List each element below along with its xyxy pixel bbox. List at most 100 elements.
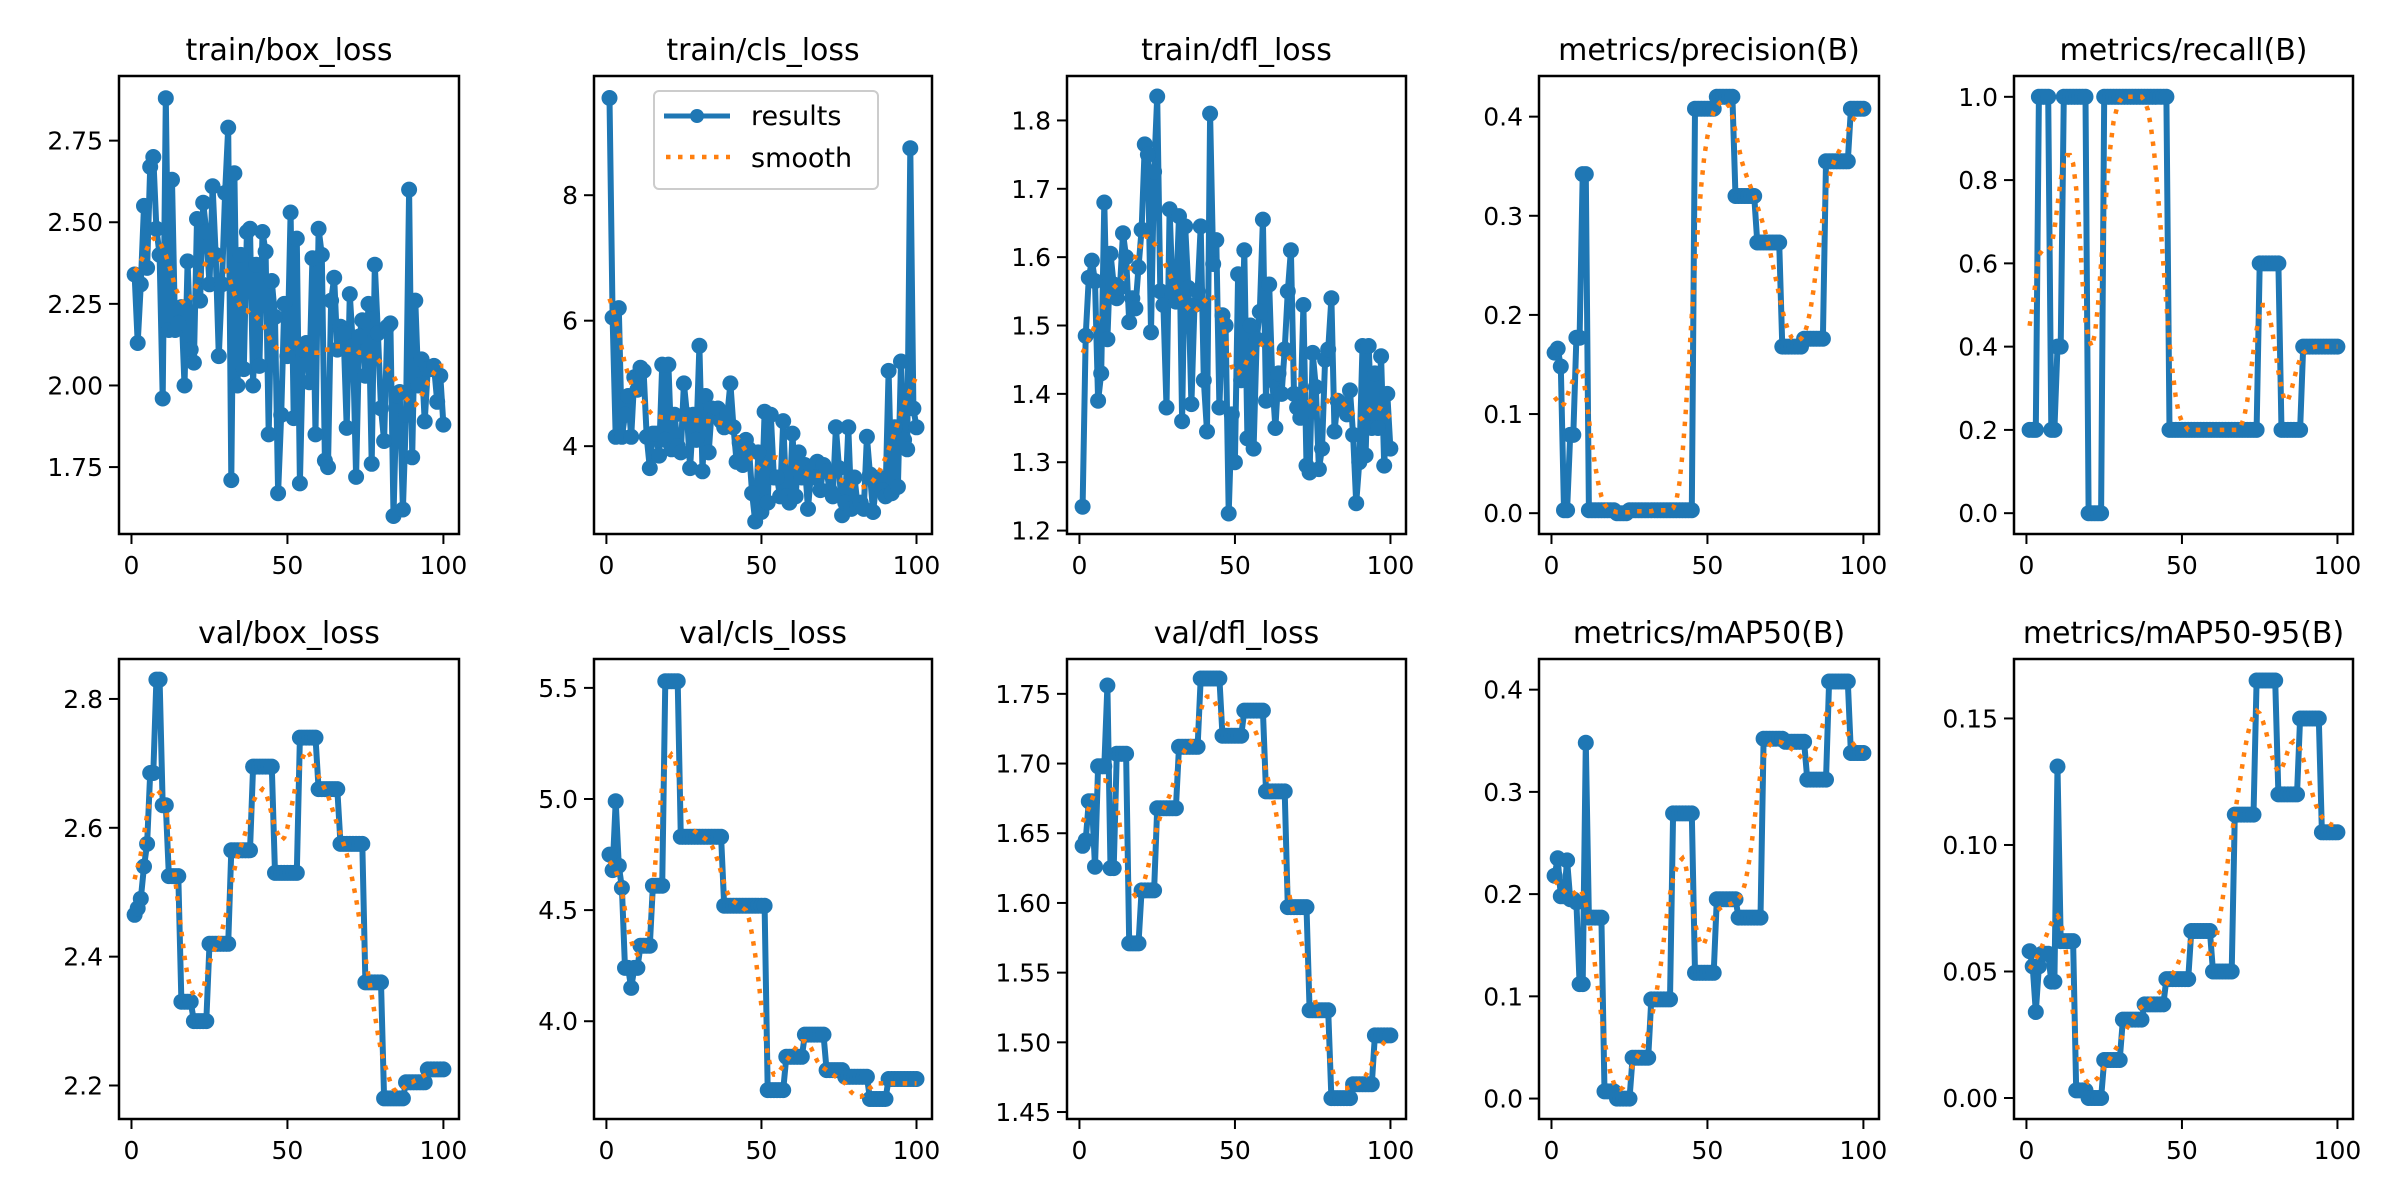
results-point [357, 367, 374, 384]
results-point [151, 246, 168, 263]
results-point [182, 341, 199, 358]
results-point [348, 468, 365, 485]
subplot-title: val/cls_loss [679, 616, 847, 651]
y-tick-label: 5.5 [538, 674, 578, 703]
results-point [1267, 420, 1284, 436]
results-point [2310, 710, 2327, 727]
results-point [613, 879, 630, 896]
results-point [1251, 303, 1268, 320]
results-point [1314, 440, 1330, 457]
results-point [623, 428, 640, 445]
results-point [1074, 498, 1091, 515]
results-point [1146, 882, 1163, 899]
results-point [700, 444, 717, 461]
results-point [204, 178, 221, 195]
results-point [2223, 963, 2240, 980]
results-point [217, 184, 234, 201]
results-markers [601, 673, 925, 1107]
results-point [1118, 745, 1135, 762]
results-point [697, 388, 714, 404]
results-point [210, 348, 227, 365]
results-point [1254, 702, 1271, 719]
results-point [154, 390, 171, 407]
results-point [1099, 677, 1116, 694]
results-point [1360, 338, 1377, 354]
results-point [1236, 242, 1253, 259]
axes-frame [1537, 74, 1881, 536]
results-markers [1546, 88, 1872, 522]
smooth-line [607, 297, 919, 490]
results-point [192, 292, 209, 309]
results-point [1705, 964, 1722, 981]
legend-label-smooth: smooth [751, 143, 852, 174]
results-point [260, 426, 277, 443]
subplot-title: train/dfl_loss [1141, 33, 1332, 68]
results-point [629, 381, 646, 398]
results-point [173, 299, 190, 316]
results-point [1577, 734, 1594, 751]
x-tick-label: 100 [420, 1136, 468, 1165]
subplot-title: train/box_loss [185, 33, 392, 68]
results-point [1568, 894, 1585, 911]
results-point [242, 220, 258, 237]
results-point [1549, 340, 1566, 357]
results-point [1279, 283, 1296, 300]
results-point [672, 444, 689, 461]
axes-frame [1065, 657, 1408, 1121]
results-point [2133, 1011, 2150, 1028]
x-tick-label: 100 [1367, 551, 1415, 580]
axes-frame [117, 74, 461, 536]
results-point [288, 864, 305, 881]
results-point [669, 673, 686, 690]
axes-frame [2012, 74, 2355, 536]
results-point [282, 204, 299, 221]
results-point [734, 457, 751, 473]
y-tick-label: 0.00 [1942, 1084, 1998, 1113]
results-point [1839, 153, 1856, 170]
results-point [2046, 421, 2063, 438]
results-point [787, 488, 804, 505]
results-point [654, 877, 671, 894]
results-point [871, 469, 888, 486]
results-point [2289, 786, 2305, 803]
results-point [1096, 758, 1113, 775]
subplot-title: val/box_loss [198, 616, 380, 651]
y-tick-label: 0.15 [1942, 704, 1998, 733]
results-point [1211, 670, 1228, 687]
plot-area [601, 90, 925, 530]
x-tick-label: 0 [2018, 1136, 2034, 1165]
results-point [759, 494, 776, 511]
y-tick-label: 0.2 [1958, 416, 1998, 445]
results-point [145, 149, 162, 165]
results-point [432, 367, 449, 384]
results-point [263, 758, 280, 775]
results-point [229, 377, 246, 394]
results-point [1752, 909, 1769, 926]
results-point [329, 341, 346, 358]
results-point [1574, 976, 1591, 993]
results-point [2329, 824, 2346, 841]
results-point [629, 959, 646, 976]
results-point [651, 447, 668, 464]
results-point [1105, 860, 1122, 877]
results-point [323, 292, 340, 309]
plot-area [126, 671, 452, 1107]
x-tick-label: 50 [272, 551, 304, 580]
results-point [254, 224, 271, 240]
smooth-line [132, 236, 444, 408]
results-point [1083, 793, 1100, 810]
results-point [220, 935, 237, 952]
results-point [2046, 973, 2063, 990]
plot-area [1546, 673, 1872, 1107]
results-point [1621, 1090, 1638, 1107]
axes-frame [117, 657, 461, 1121]
results-point [2077, 88, 2094, 105]
subplot-val-cls-loss: val/cls_loss 0 50 100 4.0 4.5 5.0 5.5 [538, 616, 940, 1165]
results-point [1096, 194, 1113, 211]
results-point [394, 501, 411, 518]
results-point [354, 835, 371, 852]
results-point [1282, 242, 1299, 259]
y-tick-label: 2.00 [47, 371, 103, 400]
x-tick-label: 100 [893, 551, 941, 580]
results-point [251, 357, 268, 374]
